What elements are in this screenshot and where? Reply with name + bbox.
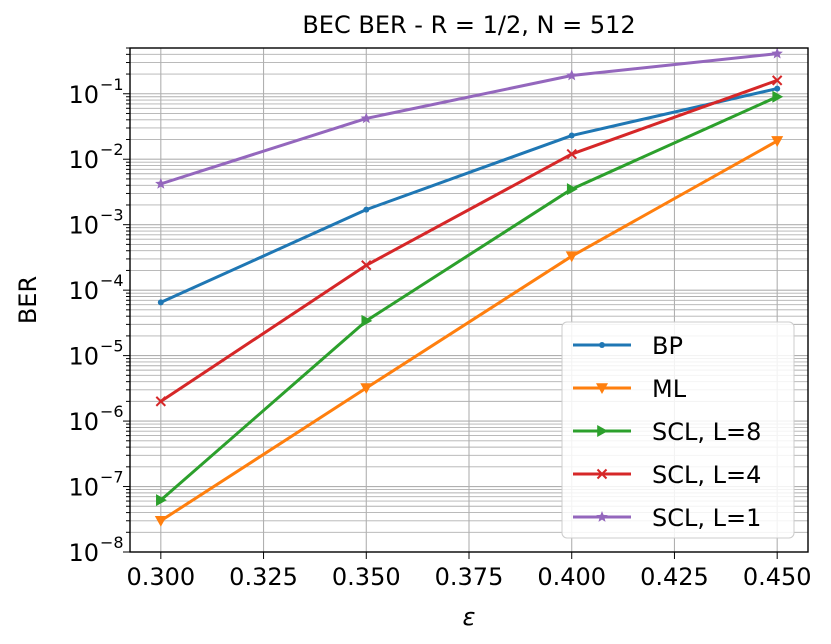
data-point-scl-l-4: [361, 260, 372, 271]
marker-stroke: [361, 260, 372, 271]
data-point-ml: [360, 383, 373, 395]
data-point-scl-l-8: [772, 90, 784, 103]
data-point-bp: [363, 206, 370, 213]
legend-marker: [596, 468, 608, 480]
data-point-bp: [157, 299, 164, 306]
data-point-bp: [568, 132, 575, 139]
legend: BP ML SCL, L=8 SCL, L=4 SCL, L=1: [561, 321, 795, 539]
data-point-scl-l-1: [155, 177, 167, 189]
y-tick-label: 10: [68, 81, 99, 109]
series-scl-l-8: [156, 90, 784, 507]
legend-entry-scl-l-4: SCL, L=4: [573, 461, 761, 489]
legend-entry-bp: BP: [573, 332, 683, 360]
legend-entry-ml: ML: [573, 375, 687, 403]
legend-entry-scl-l-1: SCL, L=1: [573, 504, 761, 532]
y-tick-label: 10: [68, 212, 99, 240]
series-line-scl-l-4: [159, 78, 778, 403]
data-point-scl-l-1: [771, 47, 783, 59]
series-line-scl-l-8: [159, 95, 778, 502]
data-point-scl-l-4: [566, 148, 577, 160]
y-tick-label: 10: [68, 408, 99, 436]
y-tick-label: 10: [68, 474, 99, 502]
y-tick-label: 10: [68, 277, 99, 305]
legend-label: ML: [652, 375, 687, 403]
x-tick-label: 0.450: [743, 563, 812, 591]
legend-marker: [597, 425, 608, 437]
data-point-scl-l-1: [566, 69, 578, 81]
series-line-bp: [160, 87, 778, 304]
x-tick-label: 0.375: [435, 563, 504, 591]
legend-box: [561, 321, 795, 539]
series-bp: [157, 85, 781, 306]
x-tick-label: 0.300: [126, 563, 195, 591]
data-point-scl-l-4: [155, 396, 167, 407]
legend-marker: [599, 342, 605, 348]
y-tick-exponent: −7: [100, 468, 124, 487]
y-tick-exponent: −8: [100, 533, 124, 552]
data-point-scl-l-8: [566, 183, 578, 196]
legend-label: SCL, L=1: [652, 504, 761, 532]
x-axis-label: ε: [463, 603, 476, 631]
chart-title: BEC BER - R = 1/2, N = 512: [302, 11, 635, 39]
data-point-scl-l-4: [771, 75, 783, 86]
series-line-ml: [160, 139, 778, 523]
legend-marker: [596, 383, 608, 394]
marker-stroke: [566, 148, 577, 160]
data-point-ml: [771, 136, 784, 147]
data-point-ml: [154, 515, 167, 527]
marker-stroke: [771, 75, 783, 86]
y-tick-exponent: −1: [100, 75, 124, 94]
marker-stroke: [596, 468, 608, 480]
y-tick-exponent: −4: [100, 271, 124, 290]
legend-label: SCL, L=4: [652, 461, 761, 489]
y-tick-exponent: −6: [100, 402, 124, 421]
legend-entry-scl-l-8: SCL, L=8: [573, 418, 761, 446]
y-tick-label: 10: [68, 343, 99, 371]
legend-label: BP: [652, 332, 683, 360]
y-tick-exponent: −2: [100, 140, 124, 159]
data-point-scl-l-8: [361, 314, 373, 327]
series-group: [154, 47, 784, 527]
x-tick-label: 0.350: [332, 563, 401, 591]
marker-stroke: [155, 396, 167, 407]
y-tick-label: 10: [68, 539, 99, 567]
y-tick-exponent: −5: [100, 337, 124, 356]
x-tick-label: 0.400: [537, 563, 606, 591]
y-tick-exponent: −3: [100, 206, 124, 225]
legend-marker: [596, 511, 608, 522]
x-tick-label: 0.425: [640, 563, 709, 591]
series-line-scl-l-1: [160, 52, 778, 186]
legend-label: SCL, L=8: [652, 418, 761, 446]
series-scl-l-4: [155, 75, 783, 407]
y-axis-label: BER: [14, 276, 42, 324]
y-tick-label: 10: [68, 146, 99, 174]
data-point-bp: [774, 85, 781, 92]
series-scl-l-1: [155, 47, 783, 189]
x-tick-label: 0.325: [229, 563, 298, 591]
data-point-ml: [565, 251, 578, 263]
data-point-scl-l-1: [360, 112, 372, 124]
series-ml: [154, 136, 784, 527]
data-point-scl-l-8: [156, 494, 167, 507]
